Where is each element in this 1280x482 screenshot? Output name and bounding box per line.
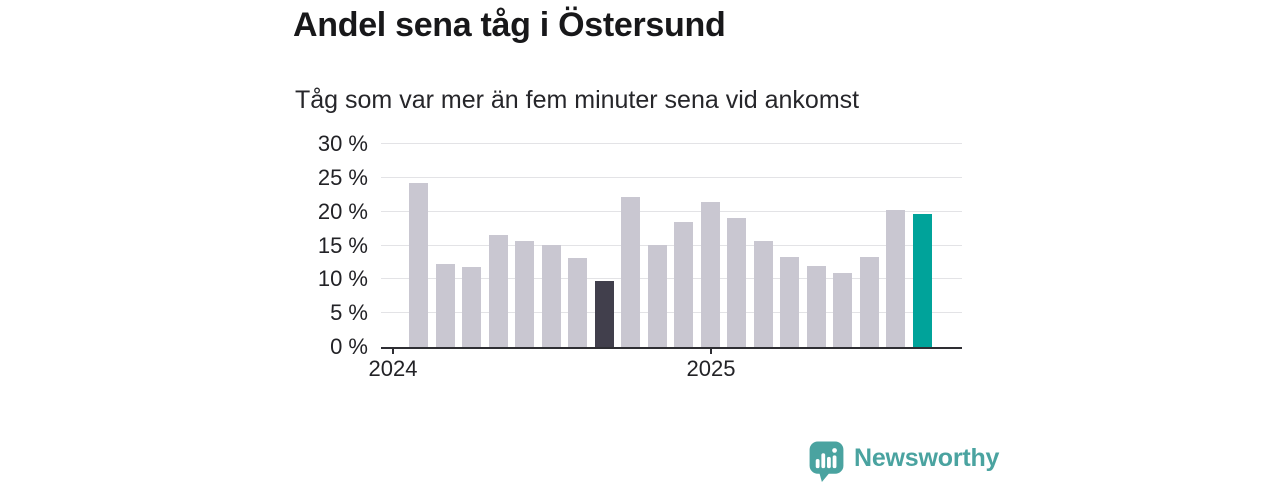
gridline [381,177,962,178]
chart-title: Andel sena tåg i Östersund [293,6,726,44]
bar [833,273,852,347]
x-axis-tick-label: 2024 [368,356,418,381]
bar [542,245,561,347]
newsworthy-logo[interactable]: Newsworthy [809,441,1000,482]
bar [648,245,667,347]
y-axis-tick-label: 30 % [317,131,368,156]
x-axis-tick-label: 2025 [686,356,736,381]
gridline [381,278,962,279]
y-axis-tick-label: 25 % [317,165,368,190]
bar [489,235,508,347]
y-axis-tick-label: 15 % [317,233,368,258]
bar [807,266,826,347]
gridline [381,143,962,144]
y-axis-tick-label: 0 % [330,334,368,359]
bar [621,197,640,347]
plot-area [381,143,962,354]
gridline [381,211,962,212]
bar [436,264,455,347]
gridline [381,312,962,313]
bar [701,202,720,347]
bar [913,214,932,347]
gridline [381,245,962,246]
y-axis-tick-label: 5 % [330,300,368,325]
y-axis-tick-label: 20 % [317,199,368,224]
x-axis-tick [392,347,394,354]
chart-subtitle: Tåg som var mer än fem minuter sena vid … [295,86,860,114]
bar [780,257,799,347]
bar [754,241,773,347]
bar [462,267,481,347]
bar [674,222,693,347]
bar [515,241,534,347]
bar [595,281,614,347]
y-axis-tick-label: 10 % [317,266,368,291]
bar [409,183,428,347]
bar [886,210,905,347]
bar [860,257,879,347]
bar [568,258,587,347]
newsworthy-wordmark: Newsworthy [854,444,1000,472]
bar [727,218,746,347]
newsworthy-icon [809,441,844,482]
x-axis-tick [710,347,712,354]
